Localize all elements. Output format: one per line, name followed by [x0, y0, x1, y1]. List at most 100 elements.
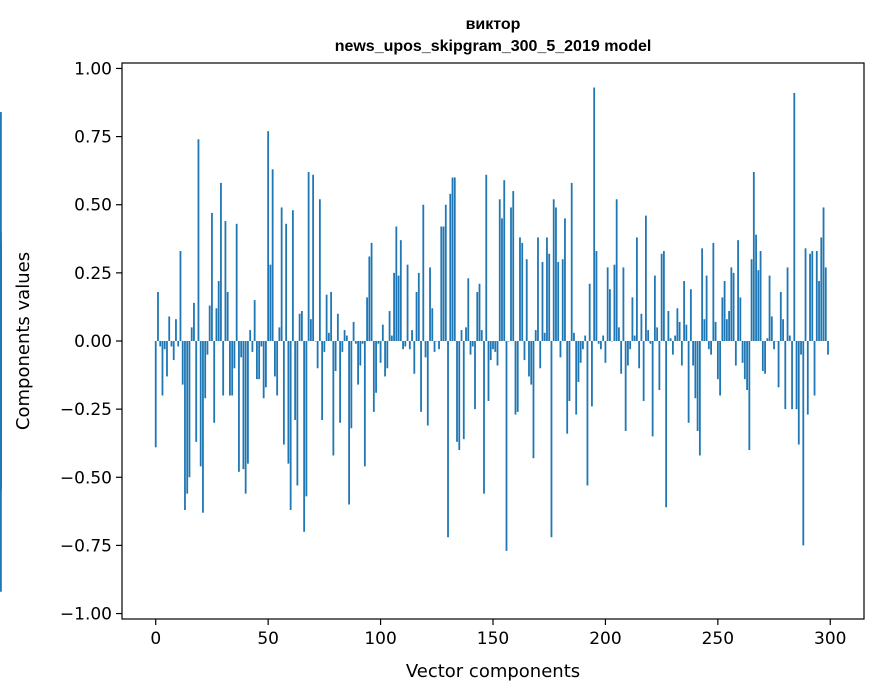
- bar-176: [550, 341, 553, 538]
- bar-274: [770, 316, 773, 341]
- bar-undefined: [0, 242, 2, 341]
- bar-5: [166, 341, 168, 377]
- bar-155: [503, 180, 506, 341]
- bar-251: [719, 341, 721, 396]
- bars-group: [0, 87, 829, 592]
- bar-68: [307, 172, 310, 341]
- bar-187: [575, 341, 578, 415]
- bar-263: [746, 341, 748, 391]
- chart-title: виктор: [466, 16, 521, 33]
- bar-9: [175, 319, 177, 341]
- bar-46: [258, 341, 261, 380]
- bar-277: [777, 341, 780, 388]
- bar-299: [827, 341, 829, 355]
- bar-133: [453, 177, 456, 341]
- bar-218: [645, 215, 647, 341]
- y-tick-label: 1.00: [74, 59, 112, 79]
- bar-256: [730, 267, 733, 341]
- bar-45: [256, 341, 258, 380]
- bar-146: [483, 341, 485, 494]
- bar-247: [710, 341, 712, 355]
- y-tick-label: 0.00: [74, 332, 112, 352]
- bar-184: [568, 341, 571, 401]
- bar-180: [559, 341, 562, 358]
- bar-62: [294, 341, 297, 421]
- bar-66: [303, 341, 306, 532]
- bar-158: [510, 207, 512, 341]
- bar-61: [291, 210, 294, 341]
- bar-100: [379, 341, 382, 363]
- bar-104: [388, 311, 391, 341]
- x-tick-label: 300: [814, 629, 846, 649]
- bar-270: [761, 341, 764, 371]
- bar-23: [206, 341, 209, 355]
- bar-241: [696, 341, 699, 431]
- bar-14: [186, 341, 189, 494]
- bar-89: [354, 341, 357, 344]
- bar-34: [231, 341, 234, 396]
- bar-80: [334, 341, 337, 371]
- bar-160: [514, 341, 517, 415]
- bar-126: [438, 341, 440, 350]
- bar-228: [667, 311, 670, 341]
- bar-273: [768, 275, 771, 341]
- bar-109: [399, 240, 402, 341]
- bar-47: [260, 341, 263, 347]
- bar-248: [712, 242, 715, 341]
- bar-20: [199, 341, 202, 467]
- bar-64: [298, 313, 301, 341]
- bar-118: [420, 341, 422, 412]
- bar-114: [411, 330, 413, 341]
- bar-255: [728, 311, 730, 341]
- bar-undefined: [0, 112, 2, 341]
- bar-296: [820, 237, 823, 341]
- bar-219: [647, 330, 650, 341]
- bar-17: [193, 302, 195, 341]
- bar-224: [658, 341, 661, 391]
- bar-111: [404, 341, 407, 347]
- bar-78: [330, 291, 333, 341]
- bar-42: [249, 330, 252, 341]
- bar-11: [179, 251, 182, 341]
- chart-subtitle: news_upos_skipgram_300_5_2019 model: [335, 38, 652, 55]
- bar-85: [345, 335, 348, 341]
- bar-153: [498, 199, 501, 341]
- bar-15: [188, 341, 191, 478]
- bar-135: [458, 341, 461, 451]
- bar-169: [534, 330, 537, 341]
- bar-198: [600, 341, 602, 350]
- y-tick-label: 0.50: [74, 196, 112, 216]
- bar-291: [809, 253, 811, 341]
- bar-58: [285, 223, 288, 341]
- bar-286: [797, 341, 800, 445]
- bar-102: [384, 341, 386, 377]
- bar-239: [692, 341, 695, 366]
- bar-152: [496, 341, 499, 366]
- bar-25: [211, 212, 213, 341]
- bar-178: [555, 207, 557, 341]
- bar-83: [341, 341, 344, 352]
- bar-264: [748, 341, 751, 451]
- bar-131: [449, 193, 452, 341]
- bar-19: [197, 139, 200, 341]
- bar-165: [525, 259, 528, 341]
- y-tick-label: 0.75: [74, 128, 112, 148]
- x-tick-label: 200: [589, 629, 621, 649]
- bar-259: [737, 240, 739, 341]
- bar-129: [444, 204, 447, 341]
- bar-75: [323, 341, 326, 352]
- bar-13: [184, 341, 186, 510]
- x-tick-label: 0: [150, 629, 161, 649]
- bar-51: [269, 264, 272, 341]
- bar-284: [793, 92, 796, 341]
- bar-151: [494, 341, 497, 352]
- bar-53: [274, 341, 276, 377]
- bar-163: [521, 242, 524, 341]
- bar-293: [813, 341, 816, 396]
- bar-98: [375, 341, 377, 393]
- bar-132: [451, 177, 454, 341]
- bar-59: [287, 341, 290, 464]
- bar-4: [163, 341, 166, 350]
- bar-287: [800, 341, 802, 355]
- bar-181: [561, 259, 564, 341]
